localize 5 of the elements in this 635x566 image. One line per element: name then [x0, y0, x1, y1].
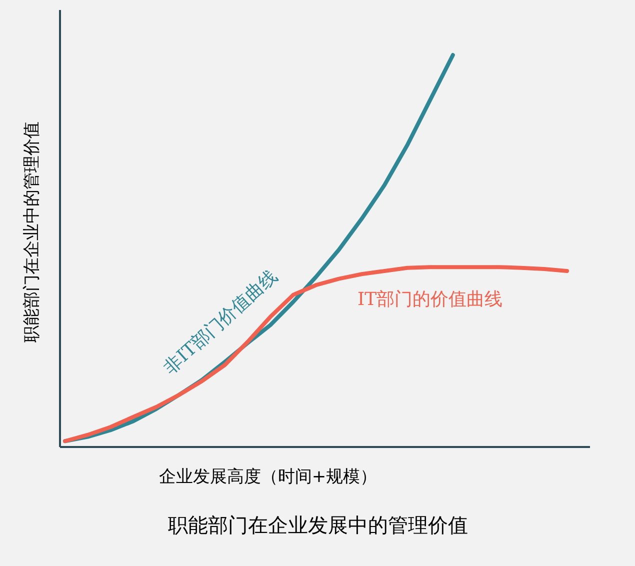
text: 非IT部门价值曲线	[160, 266, 282, 379]
y-axis-title: 职能部门在企业中的管理价值	[22, 122, 42, 342]
x-axis-title: 企业发展高度（时间+规模）	[158, 467, 378, 487]
series-label: IT部门的价值曲线	[358, 289, 503, 310]
text: 职能部门在企业发展中的管理价值	[168, 513, 468, 537]
